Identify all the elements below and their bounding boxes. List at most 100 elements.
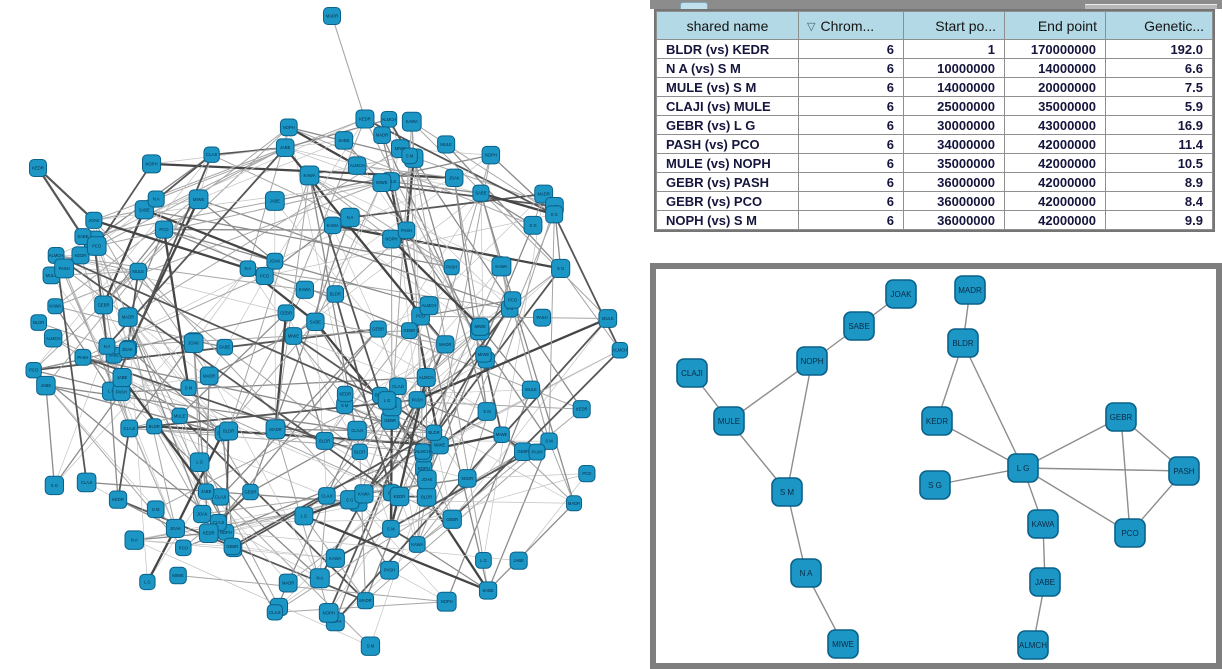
network-node[interactable]: NOPH bbox=[481, 145, 501, 165]
column-header-shared-name[interactable]: shared name bbox=[657, 12, 798, 39]
network-node[interactable]: CLAJI bbox=[318, 487, 336, 505]
network-node[interactable]: MULE bbox=[713, 406, 745, 436]
network-node[interactable]: JABE bbox=[112, 367, 132, 388]
network-node[interactable]: CLAJI bbox=[203, 146, 220, 163]
table-row[interactable]: BLDR (vs) KEDR 6 1 170000000 192.0 bbox=[657, 40, 1212, 58]
network-node[interactable]: BLDR bbox=[351, 443, 368, 460]
network-node[interactable]: S G bbox=[523, 215, 543, 235]
table-row[interactable]: GEBR (vs) PCO 6 36000000 42000000 8.4 bbox=[657, 192, 1212, 210]
network-node[interactable]: JABE bbox=[264, 191, 285, 211]
network-node[interactable]: BLDR bbox=[416, 486, 437, 507]
network-node[interactable]: NOPH bbox=[796, 346, 828, 376]
network-node[interactable]: KEDR bbox=[29, 159, 47, 177]
network-node[interactable]: SABE bbox=[843, 311, 875, 341]
network-node[interactable]: MADR bbox=[265, 419, 286, 440]
network-node[interactable]: MADR bbox=[566, 495, 583, 512]
network-node[interactable]: JOAK bbox=[444, 168, 464, 188]
table-row[interactable]: NOPH (vs) S M 6 36000000 42000000 9.9 bbox=[657, 211, 1212, 229]
network-node[interactable]: CLAJI bbox=[211, 488, 230, 506]
filter-icon[interactable]: ▽ bbox=[807, 20, 816, 33]
column-header-start-point[interactable]: Start po... bbox=[904, 12, 1004, 39]
network-node[interactable]: JABE bbox=[197, 483, 215, 500]
network-node[interactable]: PASH bbox=[74, 348, 92, 366]
network-node[interactable]: MULE bbox=[437, 135, 456, 154]
network-node[interactable]: N A bbox=[98, 337, 116, 355]
network-node[interactable]: CLAJI bbox=[266, 604, 284, 621]
network-node[interactable]: GEBR bbox=[94, 295, 114, 315]
network-node[interactable]: S G bbox=[545, 205, 564, 224]
network-node[interactable]: S M bbox=[180, 379, 197, 397]
table-row[interactable]: PASH (vs) PCO 6 34000000 42000000 11.4 bbox=[657, 135, 1212, 153]
network-node[interactable]: PASH bbox=[397, 221, 416, 240]
network-node[interactable]: MADR bbox=[436, 335, 455, 354]
network-node[interactable]: NOPH bbox=[279, 118, 298, 137]
network-node[interactable]: KAWA bbox=[491, 256, 512, 277]
network-node[interactable]: CLAJI bbox=[76, 472, 97, 493]
network-node[interactable]: ALMCH bbox=[43, 329, 63, 348]
network-node[interactable]: KAWA bbox=[408, 536, 426, 553]
network-node[interactable]: SABE bbox=[472, 184, 490, 202]
network-node[interactable]: PASH bbox=[528, 443, 546, 461]
network-node[interactable]: L G bbox=[294, 506, 314, 526]
network-node[interactable]: CLAJI bbox=[676, 358, 708, 388]
network-node[interactable]: MULE bbox=[521, 380, 541, 399]
network-node[interactable]: KEDR bbox=[198, 523, 219, 544]
network-node[interactable]: N A bbox=[239, 260, 257, 277]
network-node[interactable]: N A bbox=[147, 190, 165, 208]
scrollbar-fragment[interactable] bbox=[1085, 4, 1217, 9]
network-node[interactable]: SABE bbox=[478, 581, 498, 600]
network-node[interactable]: ALMCH bbox=[416, 367, 436, 388]
network-node[interactable]: JOAK bbox=[193, 504, 212, 524]
network-node[interactable]: SABE bbox=[216, 338, 234, 356]
network-node[interactable]: MADR bbox=[954, 275, 986, 305]
network-node[interactable]: N A bbox=[790, 558, 822, 588]
network-node[interactable]: JABE bbox=[275, 138, 295, 158]
network-node[interactable]: MIWE bbox=[827, 629, 859, 659]
network-node[interactable]: KEDR bbox=[389, 486, 410, 507]
network-node[interactable]: CLAJI bbox=[347, 420, 367, 441]
network-node[interactable]: N A bbox=[309, 568, 330, 589]
network-node[interactable]: PASH bbox=[54, 258, 75, 279]
network-node[interactable]: MIWE bbox=[493, 426, 510, 443]
network-node[interactable]: MIWE bbox=[188, 189, 209, 210]
network-node[interactable]: S M bbox=[382, 520, 400, 538]
network-node[interactable]: NOPH bbox=[382, 229, 401, 249]
network-node[interactable]: MADR bbox=[278, 573, 298, 593]
network-node[interactable]: S G bbox=[551, 258, 571, 279]
network-node[interactable]: PASH bbox=[408, 391, 426, 409]
table-row[interactable]: CLAJI (vs) MULE 6 25000000 35000000 5.9 bbox=[657, 97, 1212, 115]
network-node[interactable]: S G bbox=[44, 475, 65, 496]
table-row[interactable]: GEBR (vs) PASH 6 36000000 42000000 8.9 bbox=[657, 173, 1212, 191]
network-node[interactable]: S M bbox=[771, 477, 803, 507]
network-node[interactable]: SABE bbox=[334, 131, 354, 150]
network-node[interactable]: MIWE bbox=[372, 173, 392, 193]
network-node[interactable]: N A bbox=[124, 530, 145, 550]
network-node[interactable]: ALMCH bbox=[611, 342, 629, 359]
network-node[interactable]: PASH bbox=[443, 259, 460, 276]
network-node[interactable]: BLDR bbox=[425, 424, 443, 441]
network-edge[interactable] bbox=[1022, 467, 1131, 534]
network-node[interactable]: PASH bbox=[1168, 456, 1200, 486]
network-node[interactable]: BLDR bbox=[30, 314, 48, 331]
network-node[interactable]: PASH bbox=[380, 560, 399, 580]
network-node[interactable]: BLDR bbox=[219, 421, 239, 441]
table-row[interactable]: GEBR (vs) L G 6 30000000 43000000 16.9 bbox=[657, 116, 1212, 134]
network-node[interactable]: KEDR bbox=[572, 400, 591, 419]
network-node[interactable]: PCO bbox=[1114, 518, 1146, 548]
network-node[interactable]: MIWE bbox=[471, 317, 490, 336]
network-node[interactable]: KAWA bbox=[354, 484, 374, 504]
network-node[interactable]: KAWA bbox=[299, 165, 320, 186]
network-node[interactable]: BLDR bbox=[947, 328, 979, 358]
table-row[interactable]: MULE (vs) S M 6 14000000 20000000 7.5 bbox=[657, 78, 1212, 96]
network-node[interactable]: MADR bbox=[199, 366, 219, 386]
network-node[interactable]: MADR bbox=[373, 126, 391, 144]
network-node[interactable]: MULE bbox=[171, 407, 188, 424]
network-node[interactable]: MADR bbox=[118, 307, 138, 327]
network-node[interactable]: MIWE bbox=[169, 566, 187, 585]
network-node[interactable]: L G bbox=[377, 391, 397, 410]
network-node[interactable]: S M bbox=[401, 147, 418, 165]
network-node[interactable]: ALMCH bbox=[347, 156, 367, 175]
network-node[interactable]: GEBR bbox=[514, 442, 533, 461]
table-row[interactable]: MULE (vs) NOPH 6 35000000 42000000 10.5 bbox=[657, 154, 1212, 172]
network-edge[interactable] bbox=[1120, 416, 1131, 534]
